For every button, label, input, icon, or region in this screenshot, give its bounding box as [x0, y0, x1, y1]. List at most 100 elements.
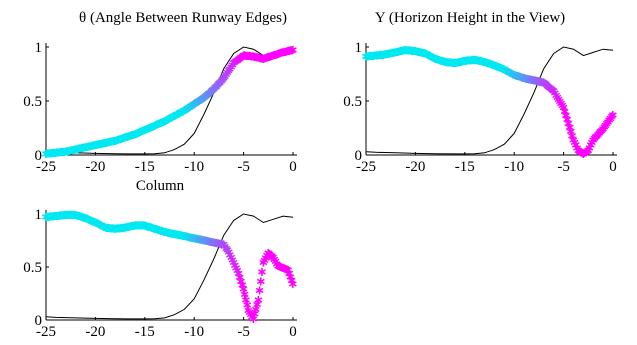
data-point: ∗	[530, 74, 541, 89]
data-point: ∗	[113, 133, 124, 148]
data-point: ∗	[222, 243, 233, 258]
data-point: ∗	[254, 51, 265, 66]
data-point: ∗	[73, 142, 84, 157]
data-point: ∗	[363, 49, 374, 64]
data-point: ∗	[83, 140, 94, 155]
data-point: ∗	[589, 131, 600, 146]
data-point: ∗	[378, 48, 389, 63]
data-point: ∗	[127, 128, 138, 143]
data-point: ∗	[394, 45, 405, 60]
data-point: ∗	[138, 124, 149, 139]
data-point: ∗	[50, 209, 61, 224]
data-point: ∗	[386, 46, 397, 61]
data-point: ∗	[440, 55, 451, 70]
data-point: ∗	[192, 232, 203, 247]
data-point: ∗	[164, 226, 175, 241]
data-point: ∗	[393, 45, 404, 60]
data-point: ∗	[561, 109, 572, 124]
data-point: ∗	[127, 219, 138, 234]
data-point: ∗	[269, 253, 280, 268]
data-point: ∗	[200, 90, 211, 105]
data-point: ∗	[577, 146, 588, 161]
data-point: ∗	[57, 208, 68, 223]
data-point: ∗	[158, 225, 169, 240]
data-point: ∗	[426, 50, 437, 65]
data-point: ∗	[113, 221, 124, 236]
data-point: ∗	[121, 221, 132, 236]
chart-horizon-height: Y (Horizon Height in the View) -25 -20 -15…	[343, 10, 618, 175]
data-point: ∗	[91, 216, 102, 231]
data-point: ∗	[559, 105, 570, 120]
data-point: ∗	[234, 270, 245, 285]
data-point: ∗	[137, 124, 148, 139]
data-point: ∗	[281, 263, 292, 278]
data-point: ∗	[572, 141, 583, 156]
data-point: ∗	[241, 49, 252, 64]
data-point: ∗	[283, 263, 294, 278]
data-point: ∗	[239, 49, 250, 64]
data-point: ∗	[509, 68, 520, 83]
data-point: ∗	[252, 50, 263, 65]
data-point: ∗	[533, 75, 544, 90]
data-point: ∗	[199, 91, 210, 106]
data-point: ∗	[493, 60, 504, 75]
data-point: ∗	[500, 63, 511, 78]
y-tick-label: 0	[35, 148, 43, 164]
data-point: ∗	[403, 43, 414, 58]
data-point: ∗	[195, 93, 206, 108]
data-point: ∗	[165, 226, 176, 241]
data-point: ∗	[506, 67, 517, 82]
data-point: ∗	[107, 222, 118, 237]
data-point: ∗	[276, 46, 287, 61]
data-point: ∗	[179, 229, 190, 244]
data-point: ∗	[232, 264, 243, 279]
data-point: ∗	[185, 231, 196, 246]
data-point: ∗	[62, 144, 73, 159]
data-point: ∗	[120, 221, 131, 236]
x-tick-label: -15	[135, 159, 155, 175]
data-point: ∗	[419, 46, 430, 61]
data-point: ∗	[404, 44, 415, 59]
data-point: ∗	[173, 107, 184, 122]
data-point: ∗	[165, 111, 176, 126]
data-point: ∗	[250, 302, 261, 317]
data-point: ∗	[138, 219, 149, 234]
data-point: ∗	[102, 136, 113, 151]
data-point: ∗	[231, 261, 242, 276]
data-point: ∗	[529, 73, 540, 88]
data-point: ∗	[199, 233, 210, 248]
data-point: ∗	[102, 221, 113, 236]
data-point: ∗	[524, 72, 535, 87]
data-point: ∗	[205, 235, 216, 250]
data-point: ∗	[237, 278, 248, 293]
data-point: ∗	[265, 248, 276, 263]
data-point: ∗	[255, 274, 266, 289]
data-point: ∗	[569, 136, 580, 151]
chart-title: θ (Angle Between Runway Edges)	[79, 10, 287, 26]
data-point: ∗	[604, 113, 615, 128]
data-point: ∗	[162, 113, 173, 128]
data-point: ∗	[467, 53, 478, 68]
data-point: ∗	[603, 115, 614, 130]
data-point: ∗	[74, 142, 85, 157]
data-point: ∗	[271, 47, 282, 62]
data-point: ∗	[176, 105, 187, 120]
data-point: ∗	[106, 135, 117, 150]
data-point: ∗	[170, 108, 181, 123]
data-point: ∗	[281, 45, 292, 60]
data-point: ∗	[209, 82, 220, 97]
data-point: ∗	[192, 95, 203, 110]
data-point: ∗	[173, 228, 184, 243]
data-point: ∗	[118, 221, 129, 236]
data-point: ∗	[508, 67, 519, 82]
data-point: ∗	[154, 223, 165, 238]
data-point: ∗	[216, 74, 227, 89]
data-point: ∗	[190, 232, 201, 247]
data-point: ∗	[153, 117, 164, 132]
data-point: ∗	[153, 223, 164, 238]
data-point: ∗	[158, 115, 169, 130]
data-point: ∗	[469, 53, 480, 68]
data-point: ∗	[590, 130, 601, 145]
data-point: ∗	[105, 221, 116, 236]
data-point: ∗	[278, 45, 289, 60]
